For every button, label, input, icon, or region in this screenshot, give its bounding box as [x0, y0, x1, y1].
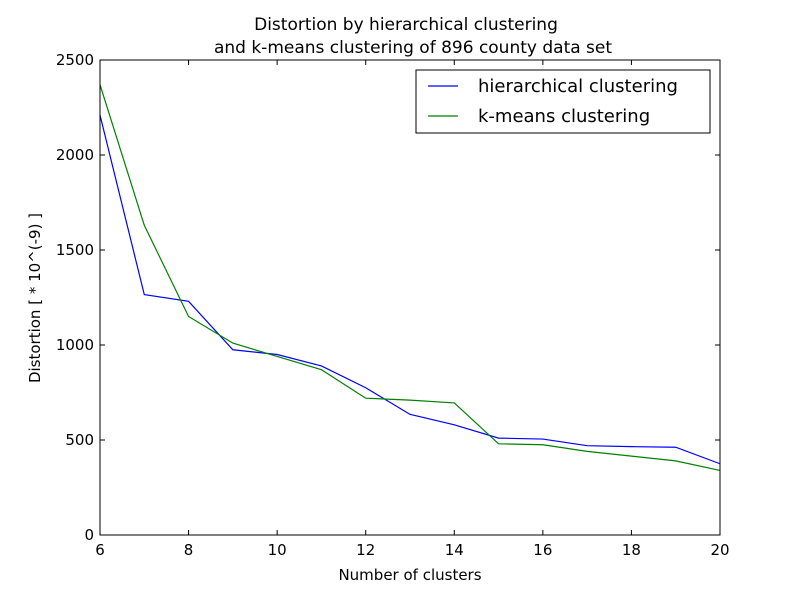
x-tick-label: 18: [622, 541, 641, 559]
legend-label-hierarchical: hierarchical clustering: [478, 76, 678, 97]
y-tick-label: 0: [84, 526, 94, 544]
plot-frame: [99, 59, 721, 536]
series-layer: [99, 84, 721, 471]
x-tick-label: 10: [268, 541, 287, 559]
y-tick-label: 1500: [56, 241, 94, 259]
plot-area: [100, 60, 720, 535]
legend-box: [415, 69, 711, 134]
y-tick-label: 2000: [56, 146, 94, 164]
legend: hierarchical clustering k-means clusteri…: [415, 69, 711, 134]
series-line-kmeans: [99, 84, 721, 471]
y-axis-label: Distortion [ * 10^(-9) ]: [26, 213, 44, 383]
x-tick-label: 14: [445, 541, 464, 559]
series-line-hierarchical: [99, 114, 721, 465]
x-tick-label: 20: [710, 541, 729, 559]
x-tick-label: 12: [356, 541, 375, 559]
chart-title-line-1: Distortion by hierarchical clustering: [254, 15, 558, 35]
x-axis-label: Number of clusters: [338, 566, 481, 584]
ticks-layer: 6 8 10 12 14 16 18 20 0 500 1000 1500 2000 2500: [56, 51, 730, 559]
y-tick-label: 1000: [56, 336, 94, 354]
legend-label-kmeans: k-means clustering: [478, 106, 650, 127]
x-tick-label: 6: [95, 541, 105, 559]
y-tick-label: 500: [65, 431, 94, 449]
y-tick-label: 2500: [56, 51, 94, 69]
x-tick-label: 16: [533, 541, 552, 559]
chart-title-line-2: and k-means clustering of 896 county dat…: [214, 38, 612, 58]
x-tick-label: 8: [184, 541, 194, 559]
